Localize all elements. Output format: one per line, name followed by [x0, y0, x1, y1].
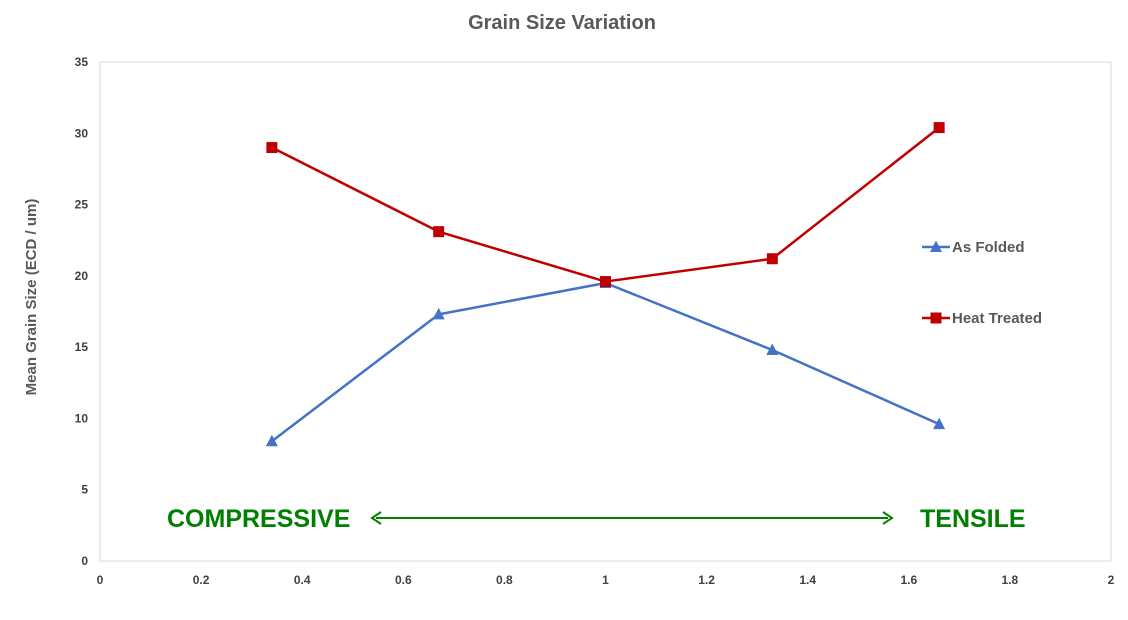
data-point-heat-treated — [600, 276, 611, 288]
y-tick-label: 30 — [75, 126, 89, 140]
series-heat-treated — [266, 122, 945, 288]
plot-area — [99, 61, 1112, 562]
data-point-as-folded — [766, 343, 779, 355]
data-point-heat-treated — [266, 142, 278, 154]
x-tick-label: 0.6 — [395, 573, 412, 587]
x-axis-ticks: 0 0.2 0.4 0.6 0.8 1 1.2 1.4 1.6 1.8 2 — [97, 573, 1115, 587]
legend-entry-heat-treated: Heat Treated — [922, 310, 1042, 327]
legend-entry-as-folded: As Folded — [922, 239, 1025, 256]
data-point-as-folded — [432, 307, 445, 320]
y-tick-label: 35 — [75, 55, 89, 69]
x-tick-label: 1 — [602, 573, 609, 587]
series-layer — [265, 122, 946, 447]
x-tick-label: 1.8 — [1002, 573, 1019, 587]
x-tick-label: 1.6 — [900, 573, 917, 587]
arrow-head-right-icon — [882, 511, 894, 525]
y-axis-label: Mean Grain Size (ECD / um) — [23, 199, 40, 396]
y-tick-label: 10 — [75, 411, 89, 425]
legend-label-heat-treated: Heat Treated — [952, 310, 1042, 327]
y-axis-ticks: 0 5 10 15 20 25 30 35 — [75, 55, 89, 568]
data-point-heat-treated — [766, 253, 778, 265]
chart-title: Grain Size Variation — [468, 12, 656, 34]
legend: As Folded Heat Treated — [922, 239, 1042, 327]
direction-annotation: COMPRESSIVE TENSILE — [167, 505, 1026, 533]
data-point-as-folded — [265, 434, 278, 447]
series-as-folded — [265, 276, 946, 447]
x-tick-label: 1.4 — [799, 573, 816, 587]
x-tick-label: 0.2 — [193, 573, 210, 587]
legend-marker-heat-treated — [930, 312, 942, 324]
x-tick-label: 0.4 — [294, 573, 311, 587]
y-tick-label: 0 — [81, 554, 88, 568]
series-line-as-folded — [271, 281, 940, 443]
data-point-heat-treated — [433, 226, 445, 238]
legend-label-as-folded: As Folded — [952, 239, 1025, 256]
y-tick-label: 15 — [75, 340, 89, 354]
legend-marker-as-folded — [930, 240, 942, 252]
tensile-label: TENSILE — [920, 505, 1026, 533]
data-point-as-folded — [933, 417, 946, 430]
y-tick-label: 25 — [75, 198, 89, 212]
series-line-heat-treated — [271, 126, 940, 283]
x-tick-label: 0.8 — [496, 573, 513, 587]
compressive-label: COMPRESSIVE — [167, 505, 350, 533]
x-tick-label: 0 — [97, 573, 104, 587]
x-tick-label: 2 — [1108, 573, 1115, 587]
x-tick-label: 1.2 — [698, 573, 715, 587]
y-tick-label: 20 — [75, 269, 89, 283]
arrow-head-left-icon — [370, 511, 382, 525]
y-tick-label: 5 — [81, 483, 88, 497]
data-point-heat-treated — [933, 122, 945, 134]
